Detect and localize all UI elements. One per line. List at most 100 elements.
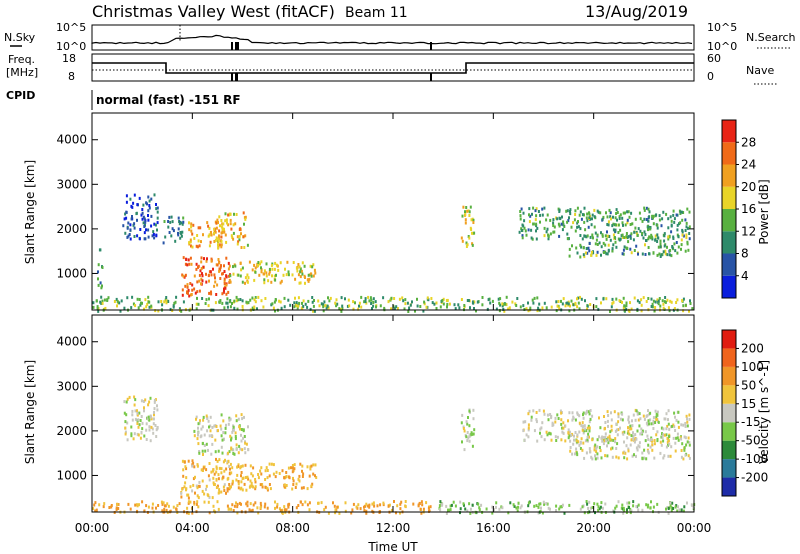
range-time-cell	[641, 252, 644, 256]
range-time-cell	[607, 438, 610, 442]
range-time-cell	[215, 486, 218, 489]
range-time-cell	[612, 233, 615, 237]
range-time-cell	[468, 210, 471, 214]
range-time-cell	[545, 502, 548, 505]
range-time-cell	[617, 223, 620, 227]
range-time-cell	[312, 309, 315, 313]
range-time-cell	[407, 310, 410, 313]
range-time-cell	[237, 463, 240, 467]
range-time-cell	[527, 301, 529, 305]
range-time-cell	[672, 237, 675, 240]
range-time-cell	[604, 250, 607, 254]
range-time-cell	[682, 423, 685, 427]
range-time-cell	[579, 210, 582, 214]
range-time-cell	[615, 447, 618, 450]
colorbar-tick-label: 50	[741, 378, 756, 392]
range-time-cell	[594, 242, 597, 246]
range-time-cell	[134, 409, 137, 413]
range-time-cell	[630, 438, 633, 442]
range-time-cell	[403, 307, 406, 311]
range-time-cell	[193, 465, 196, 469]
range-time-cell	[682, 234, 685, 238]
range-time-cell	[297, 273, 300, 277]
range-time-cell	[654, 300, 657, 304]
range-time-cell	[274, 500, 276, 504]
range-time-cell	[543, 206, 546, 210]
range-time-cell	[218, 269, 221, 273]
range-time-cell	[655, 433, 658, 437]
range-time-cell	[236, 473, 239, 477]
range-time-cell	[527, 504, 530, 508]
range-time-cell	[596, 243, 599, 246]
range-time-cell	[445, 512, 448, 515]
range-time-cell	[459, 507, 462, 511]
range-time-cell	[220, 490, 223, 494]
range-time-cell	[519, 305, 522, 309]
range-time-cell	[600, 245, 603, 249]
range-time-cell	[231, 482, 234, 486]
range-time-cell	[468, 236, 471, 240]
range-time-cell	[538, 408, 541, 412]
range-time-cell	[364, 300, 367, 303]
range-time-cell	[153, 222, 156, 226]
range-time-cell	[230, 507, 233, 511]
range-time-cell	[282, 273, 285, 277]
range-time-cell	[228, 300, 231, 304]
range-time-cell	[201, 297, 204, 300]
range-time-cell	[99, 300, 102, 304]
range-time-cell	[193, 287, 196, 291]
range-time-cell	[521, 234, 524, 238]
range-time-cell	[136, 203, 139, 207]
range-time-cell	[682, 211, 685, 214]
range-time-cell	[360, 295, 363, 299]
range-time-cell	[558, 224, 561, 228]
range-time-cell	[298, 479, 301, 483]
range-time-cell	[554, 420, 557, 424]
range-time-cell	[303, 274, 306, 278]
range-time-cell	[656, 233, 659, 237]
range-time-cell	[365, 509, 368, 513]
range-time-cell	[661, 299, 664, 303]
range-time-cell	[409, 303, 412, 307]
range-time-cell	[469, 507, 472, 511]
range-time-cell	[674, 449, 677, 453]
range-time-cell	[143, 307, 145, 311]
range-time-cell	[672, 209, 675, 213]
range-time-cell	[125, 194, 128, 198]
time-xlabel: Time UT	[367, 540, 418, 554]
range-time-cell	[468, 502, 471, 506]
range-time-cell	[489, 301, 492, 305]
range-time-cell	[446, 305, 448, 309]
range-time-cell	[683, 448, 686, 452]
range-time-cell	[271, 302, 274, 306]
range-time-cell	[184, 481, 187, 485]
range-time-cell	[230, 234, 233, 238]
range-time-cell	[236, 502, 239, 506]
range-time-cell	[439, 500, 442, 504]
range-time-cell	[612, 215, 614, 219]
range-time-cell	[632, 437, 635, 441]
range-time-cell	[296, 306, 299, 310]
range-time-cell	[552, 230, 555, 234]
range-time-cell	[193, 274, 196, 278]
range-time-cell	[266, 486, 269, 490]
range-time-cell	[210, 259, 213, 263]
range-time-cell	[197, 426, 199, 430]
range-time-cell	[640, 303, 643, 307]
range-time-cell	[106, 298, 109, 302]
range-time-cell	[557, 304, 560, 308]
range-time-cell	[242, 211, 245, 215]
range-time-cell	[270, 303, 273, 307]
range-time-cell	[220, 471, 223, 475]
range-time-cell	[253, 305, 256, 309]
range-time-cell	[584, 439, 587, 443]
range-time-cell	[633, 296, 636, 300]
range-time-cell	[138, 237, 141, 241]
range-time-cell	[667, 226, 670, 230]
range-time-cell	[516, 297, 519, 300]
range-time-cell	[662, 427, 665, 431]
range-time-cell	[208, 244, 211, 248]
range-time-cell	[666, 253, 669, 257]
range-time-cell	[546, 413, 549, 417]
range-time-cell	[656, 240, 659, 243]
